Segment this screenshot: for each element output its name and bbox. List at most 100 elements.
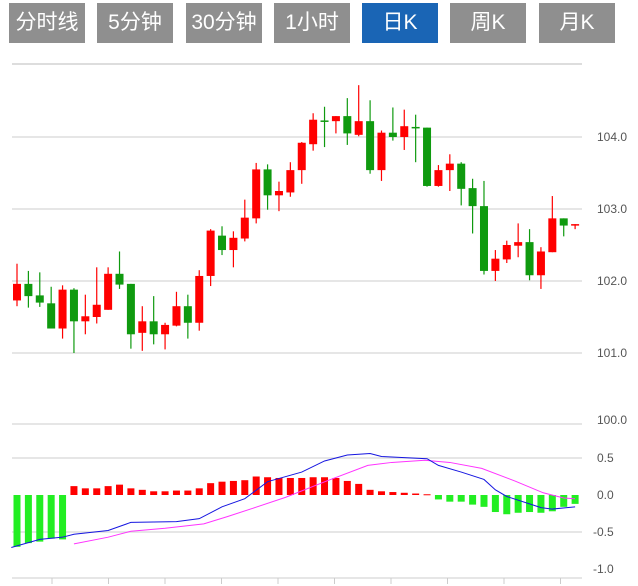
tab-6[interactable]: 月K <box>539 3 615 43</box>
candle-body <box>206 230 215 276</box>
y-tick-label: 102.0 <box>597 274 627 288</box>
candle-body <box>47 303 56 329</box>
tab-1[interactable]: 5分钟 <box>97 3 173 43</box>
candle-body <box>35 295 44 303</box>
macd-y-tick-label: 0.5 <box>597 451 614 465</box>
candle-body <box>138 321 147 333</box>
candle-body <box>263 169 272 196</box>
macd-bar <box>229 480 237 495</box>
macd-bar <box>36 495 44 542</box>
candle-body <box>434 170 443 186</box>
candle <box>411 114 420 163</box>
tab-4[interactable]: 日K <box>362 3 438 43</box>
macd-bar <box>491 495 499 513</box>
macd-bar <box>446 495 454 502</box>
candle <box>35 272 44 307</box>
candle <box>195 270 204 331</box>
candle-body <box>126 283 135 335</box>
candle-body <box>571 224 580 226</box>
candle-body <box>24 283 33 297</box>
candle-body <box>69 289 78 322</box>
macd-bar <box>469 495 477 505</box>
candle <box>502 240 511 263</box>
candle-body <box>548 218 557 253</box>
candle <box>81 294 90 335</box>
candle-body <box>343 116 352 134</box>
macd-bar <box>47 495 55 539</box>
candle-body <box>92 304 101 317</box>
candle-body <box>149 321 158 335</box>
candle-body <box>366 121 375 171</box>
macd-y-tick-label: 0.0 <box>597 488 614 502</box>
candle <box>514 223 523 258</box>
macd-bar <box>286 477 294 495</box>
candle-body <box>297 142 306 171</box>
dif-line <box>11 453 576 549</box>
dea-line <box>73 459 576 545</box>
macd-bar <box>480 495 488 507</box>
candle-body <box>525 242 534 276</box>
candle <box>69 288 78 353</box>
candle <box>47 286 56 329</box>
candle <box>434 165 443 187</box>
tab-3[interactable]: 1小时 <box>274 3 350 43</box>
candle <box>320 106 329 148</box>
candle-body <box>457 163 466 189</box>
candle <box>423 127 432 187</box>
candle <box>548 196 557 253</box>
macd-bar <box>207 483 215 495</box>
candle <box>161 322 170 350</box>
tab-5[interactable]: 周K <box>450 3 526 43</box>
macd-bar <box>514 495 522 513</box>
candle <box>58 285 67 339</box>
macd-bar <box>195 488 203 495</box>
candle <box>559 218 568 237</box>
macd-bar <box>503 495 511 515</box>
candle-body <box>491 258 500 271</box>
macd-bar <box>81 488 89 495</box>
tab-2[interactable]: 30分钟 <box>186 3 262 43</box>
macd-bar <box>13 495 21 547</box>
candle-body <box>183 306 192 323</box>
candle <box>309 113 318 151</box>
candle-body <box>274 191 283 196</box>
candle <box>13 263 21 307</box>
candle <box>240 199 249 242</box>
candle <box>286 162 295 197</box>
macd-bar <box>434 495 442 500</box>
macd-bar <box>218 481 226 495</box>
macd-bar <box>560 495 568 507</box>
candle-body <box>400 126 409 137</box>
macd-bar <box>366 489 374 495</box>
candle <box>366 100 375 174</box>
candle-body <box>286 170 295 193</box>
macd-bar <box>537 495 545 513</box>
macd-bar <box>93 488 101 495</box>
macd-bar <box>150 491 158 495</box>
macd-bar <box>138 489 146 495</box>
candle-body <box>377 132 386 171</box>
macd-bar <box>275 477 283 495</box>
macd-bar <box>412 493 420 495</box>
candle-body <box>13 283 21 301</box>
candle-body <box>240 217 249 239</box>
tab-0[interactable]: 分时线 <box>9 3 85 43</box>
candle <box>536 247 545 289</box>
candle-body <box>172 306 181 326</box>
candle-body <box>354 121 363 135</box>
macd-bar <box>59 495 67 540</box>
candle <box>24 270 33 308</box>
macd-bar <box>548 495 556 512</box>
candle <box>377 130 386 181</box>
candle-body <box>388 132 397 137</box>
y-tick-label: 104.0 <box>597 130 627 144</box>
candle <box>206 229 215 287</box>
macd-bar <box>389 492 397 495</box>
candle <box>331 116 340 134</box>
macd-bar <box>355 483 363 495</box>
macd-bar <box>343 480 351 495</box>
candle-body <box>536 251 545 276</box>
candle <box>457 162 466 206</box>
